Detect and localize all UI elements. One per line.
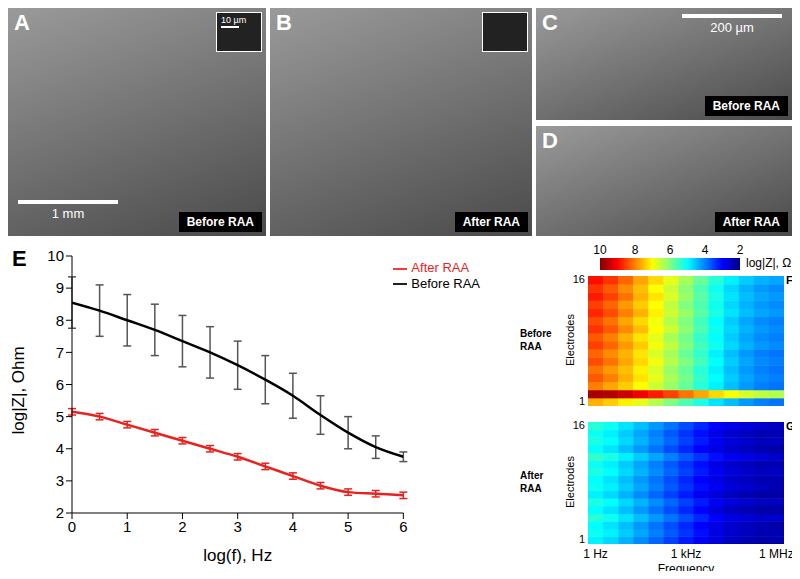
html-text:Electrodes: Electrodes <box>564 456 576 508</box>
html-text:Before RAA: Before RAA <box>712 99 780 113</box>
svg-text:9: 9 <box>56 279 64 296</box>
svg-text:log|Z|, Ohm: log|Z|, Ohm <box>9 346 28 434</box>
html-text:C: C <box>542 10 558 35</box>
svg-text:7: 7 <box>56 344 64 361</box>
html-text:G: G <box>786 420 795 432</box>
html-text:6: 6 <box>666 243 674 257</box>
html-text:Before RAA: Before RAA <box>186 215 254 229</box>
html-text:4: 4 <box>701 243 709 257</box>
html-text:1 Hz: 1 Hz <box>583 547 608 561</box>
html-text:Before RAA: Before RAA <box>411 275 480 291</box>
html-text:Before RAA: Before RAA <box>520 328 552 352</box>
html-text:200 µm: 200 µm <box>710 20 754 35</box>
html-text:1 MHz: 1 MHz <box>759 547 794 561</box>
html-text:16: 16 <box>572 273 585 286</box>
svg-text:10: 10 <box>47 247 64 264</box>
html-text:1: 1 <box>578 533 585 546</box>
svg-text:log(f), Hz: log(f), Hz <box>203 546 272 565</box>
html-text:Electrodes: Electrodes <box>564 314 576 366</box>
html-text:After RAA: After RAA <box>520 470 544 494</box>
svg-text:3: 3 <box>56 472 64 489</box>
html-text:1 kHz: 1 kHz <box>670 547 702 561</box>
svg-text:1: 1 <box>123 518 131 535</box>
svg-text:0: 0 <box>68 518 76 535</box>
svg-text:5: 5 <box>56 408 64 425</box>
html-text:E: E <box>12 246 27 271</box>
html-text:16: 16 <box>572 418 585 431</box>
svg-text:4: 4 <box>289 518 297 535</box>
html-text:After RAA: After RAA <box>722 215 780 229</box>
svg-text:8: 8 <box>56 312 64 329</box>
html-text:After RAA: After RAA <box>462 215 520 229</box>
html-text:D: D <box>542 128 558 153</box>
svg-text:5: 5 <box>344 518 352 535</box>
html-text:8: 8 <box>631 243 639 257</box>
svg-text:2: 2 <box>178 518 186 535</box>
html-text:F: F <box>786 274 793 286</box>
html-text:1: 1 <box>578 394 585 407</box>
html-text:B: B <box>276 10 292 35</box>
html-text:10: 10 <box>593 243 607 257</box>
svg-text:2: 2 <box>56 504 64 521</box>
html-text:10 µm: 10 µm <box>221 15 247 25</box>
svg-text:3: 3 <box>234 518 242 535</box>
html-text:Frequency: Frequency <box>657 562 715 576</box>
html-text:1 mm: 1 mm <box>51 206 85 221</box>
html-text:2: 2 <box>736 243 744 257</box>
html-text:After RAA: After RAA <box>411 260 470 275</box>
html-text:A: A <box>14 10 30 35</box>
svg-text:4: 4 <box>56 440 64 457</box>
html-text:log|Z|, Ω: log|Z|, Ω <box>746 256 792 270</box>
svg-text:6: 6 <box>56 376 64 393</box>
svg-text:6: 6 <box>399 518 407 535</box>
